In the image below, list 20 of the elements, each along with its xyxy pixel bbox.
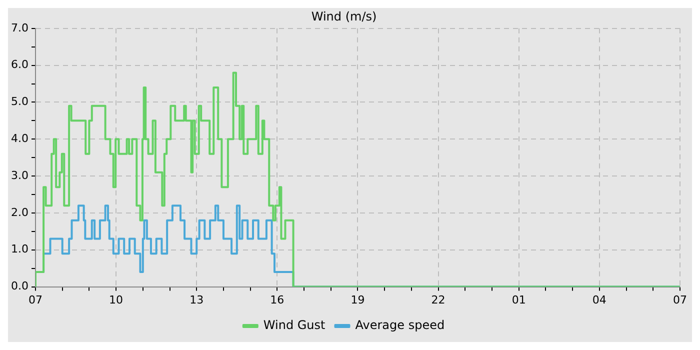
y-tick-label: 4.0 [10, 132, 28, 145]
legend-label: Average speed [355, 318, 445, 332]
x-tick-label: 04 [592, 293, 606, 306]
y-tick-label: 5.0 [10, 95, 28, 108]
y-tick-label: 0.0 [10, 280, 28, 293]
y-tick-label: 2.0 [10, 206, 28, 219]
legend-label: Wind Gust [263, 318, 326, 332]
x-tick-label: 01 [512, 293, 526, 306]
x-tick-label: 13 [190, 293, 204, 306]
y-tick-label: 3.0 [10, 168, 28, 182]
y-tick-label: 1.0 [10, 242, 28, 256]
x-tick-label: 22 [431, 293, 446, 306]
y-tick-label: 6.0 [10, 58, 28, 72]
x-tick-label: 07 [28, 293, 42, 306]
x-tick-label: 07 [673, 293, 687, 306]
y-tick-label: 7.0 [10, 21, 28, 34]
x-tick-label: 19 [350, 293, 365, 306]
x-tick-label: 10 [109, 293, 124, 306]
chart-title: Wind (m/s) [311, 9, 377, 24]
x-tick-label: 16 [270, 293, 284, 306]
